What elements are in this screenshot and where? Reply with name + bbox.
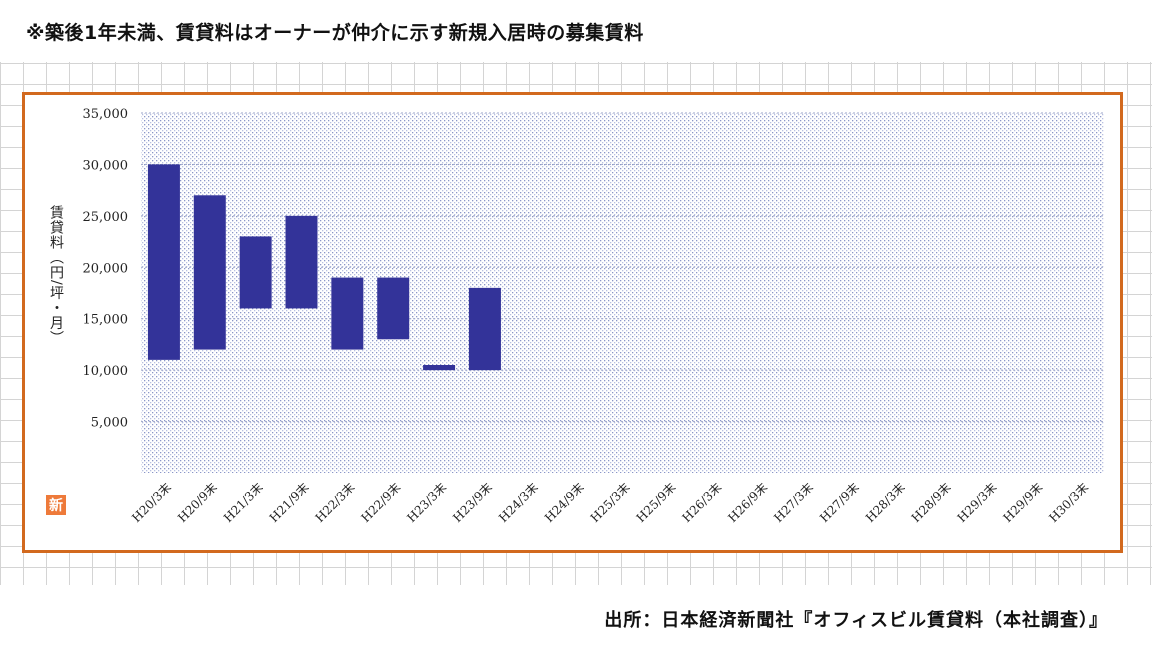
y-tick-label: 15,000 [83, 313, 129, 328]
x-tick-label: H24/9末 [542, 480, 587, 525]
y-tick-labels: 5,000 10,000 15,000 20,000 25,000 30,000 35,00… [83, 107, 129, 431]
source-note: 出所：日本経済新聞社『オフィスビル賃貸料（本社調査）』 [604, 610, 1108, 631]
y-tick-label: 30,000 [83, 158, 129, 173]
range-bar [423, 365, 456, 371]
range-bar [377, 277, 410, 340]
range-bar [285, 215, 318, 309]
y-tick-label: 10,000 [83, 364, 129, 379]
x-tick-label: H28/9末 [909, 480, 954, 525]
x-tick-label: H29/9末 [1000, 480, 1045, 525]
x-tick-label: H29/3末 [955, 480, 1000, 525]
x-tick-label: H27/3末 [771, 480, 816, 525]
range-bar [193, 195, 226, 350]
x-tick-label: H25/9末 [634, 480, 679, 525]
bars [147, 164, 501, 371]
range-bar [468, 287, 501, 371]
x-tick-label: H25/3末 [588, 480, 633, 525]
y-tick-label: 25,000 [83, 210, 129, 225]
y-tick-label: 20,000 [83, 261, 129, 276]
x-tick-label: H22/3末 [313, 480, 358, 525]
x-tick-label: H27/9末 [817, 480, 862, 525]
y-axis-label: 賃貸料（円/坪・月） [48, 205, 64, 346]
newspaper-logo-icon: 新 [46, 495, 66, 515]
plot-area [141, 113, 1104, 473]
x-tick-label: H20/9末 [175, 480, 220, 525]
x-tick-label: H28/3末 [863, 480, 908, 525]
footer-band [0, 585, 1152, 648]
x-tick-label: H20/3末 [129, 480, 174, 525]
x-tick-label: H24/3末 [496, 480, 541, 525]
x-tick-label: H30/3末 [1046, 480, 1091, 525]
range-bar [331, 277, 364, 350]
x-tick-label: H21/9末 [267, 480, 312, 525]
x-tick-label: H21/3末 [221, 480, 266, 525]
y-tick-label: 5,000 [91, 416, 128, 431]
x-tick-labels: H20/3末 H20/9末 H21/3末 H21/9末 H22/3末 H22/9末 H23/… [129, 480, 1091, 525]
x-tick-label: H26/3末 [679, 480, 724, 525]
x-tick-label: H23/3末 [404, 480, 449, 525]
chart-note: ※築後1年未満、賃貸料はオーナーが仲介に示す新規入居時の募集賃料 [26, 22, 644, 44]
header-band [0, 0, 1152, 62]
x-tick-label: H23/9末 [450, 480, 495, 525]
x-tick-label: H22/9末 [358, 480, 403, 525]
y-tick-label: 35,000 [83, 107, 129, 122]
x-tick-label: H26/9末 [725, 480, 770, 525]
range-bar [147, 164, 180, 360]
range-bar [239, 236, 272, 309]
